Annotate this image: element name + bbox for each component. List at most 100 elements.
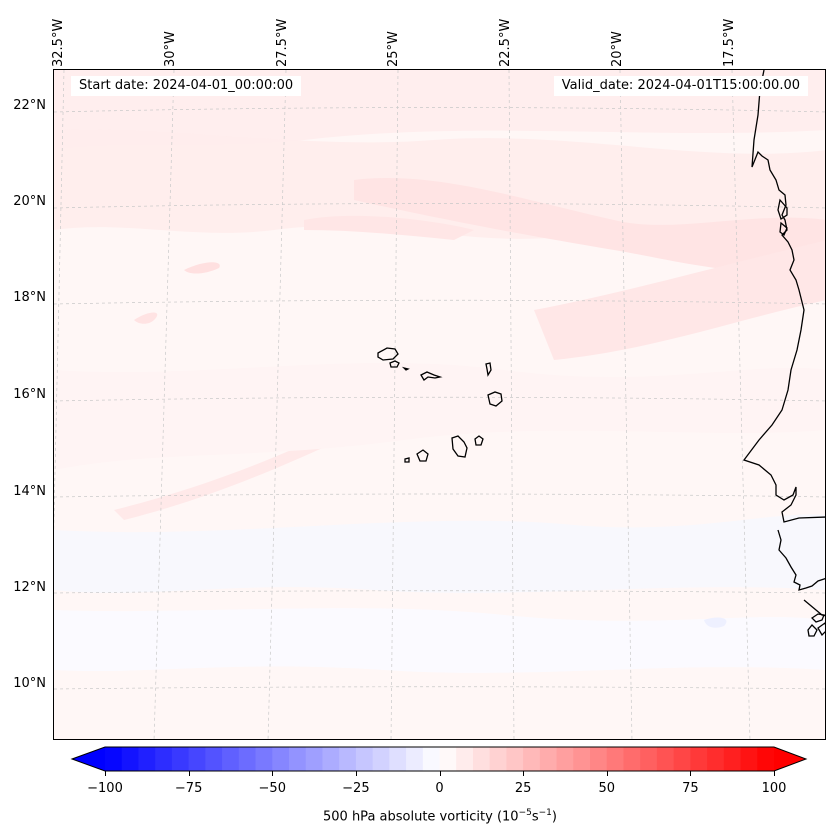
colorbar-label-unit: s bbox=[531, 809, 539, 825]
colorbar-cell bbox=[272, 747, 290, 771]
colorbar-cell bbox=[422, 747, 440, 771]
lon-label-32-5w: 32.5°W bbox=[51, 18, 66, 67]
colorbar-cell bbox=[539, 747, 558, 771]
colorbar-cell bbox=[640, 747, 658, 771]
cabo-verde-islands bbox=[377, 347, 503, 463]
colorbar-cell bbox=[406, 747, 424, 771]
valid-date-label: Valid_date: 2024-04-01T15:00:00.00 bbox=[553, 76, 808, 96]
colorbar-cell bbox=[740, 747, 758, 771]
colorbar-cell bbox=[288, 747, 307, 771]
vorticity-map bbox=[53, 69, 826, 740]
colorbar-cell bbox=[573, 747, 591, 771]
colorbar-cell bbox=[355, 747, 374, 771]
colorbar-tick-label: −100 bbox=[87, 781, 123, 796]
colorbar-label-exp1: −5 bbox=[518, 808, 532, 818]
colorbar-cell bbox=[105, 747, 123, 771]
santa-luzia-island bbox=[401, 366, 410, 371]
colorbar-cell bbox=[690, 747, 708, 771]
santo-antao-island bbox=[377, 347, 399, 361]
lat-label-22n: 22°N bbox=[13, 98, 46, 113]
colorbar-tick-label: −50 bbox=[258, 781, 286, 796]
colorbar-cell bbox=[707, 747, 725, 771]
colorbar-cell bbox=[673, 747, 691, 771]
vorticity-field bbox=[54, 70, 825, 673]
colorbar-cell bbox=[238, 747, 257, 771]
colorbar bbox=[70, 746, 808, 772]
colorbar-tick-label: 75 bbox=[682, 781, 699, 796]
colorbar-cell bbox=[456, 747, 474, 771]
lon-label-30w: 30°W bbox=[163, 31, 178, 67]
colorbar-cell bbox=[121, 747, 139, 771]
lat-label-14n: 14°N bbox=[13, 484, 46, 499]
colorbar-tick-label: 50 bbox=[598, 781, 616, 796]
colorbar-cell bbox=[606, 747, 624, 771]
brava-island bbox=[404, 457, 410, 463]
colorbar-cell bbox=[205, 747, 223, 771]
colorbar-cell bbox=[188, 747, 206, 771]
colorbar-label-exp2: −1 bbox=[538, 808, 552, 818]
colorbar-cell bbox=[155, 747, 173, 771]
start-date-label: Start date: 2024-04-01_00:00:00 bbox=[71, 76, 302, 96]
colorbar-cell bbox=[339, 747, 357, 771]
santiago-island bbox=[451, 435, 468, 458]
colorbar-cell bbox=[305, 747, 323, 771]
colorbar-cell bbox=[222, 747, 240, 771]
colorbar-tick-label: 25 bbox=[514, 781, 532, 796]
colorbar-tickmark bbox=[355, 771, 357, 776]
colorbar-cell bbox=[322, 747, 340, 771]
west-africa-coastline bbox=[742, 70, 825, 637]
colorbar-cell bbox=[472, 747, 491, 771]
colorbar-tickmark bbox=[523, 771, 525, 776]
colorbar-cell bbox=[439, 747, 457, 771]
colorbar-cell bbox=[556, 747, 574, 771]
colorbar-cells bbox=[72, 747, 806, 771]
map-canvas bbox=[54, 70, 825, 739]
lon-label-20w: 20°W bbox=[610, 31, 625, 67]
lat-label-10n: 10°N bbox=[13, 676, 46, 691]
colorbar-tickmark bbox=[606, 771, 608, 776]
colorbar-cell bbox=[138, 747, 156, 771]
lat-label-16n: 16°N bbox=[13, 387, 46, 402]
colorbar-cell bbox=[656, 747, 675, 771]
colorbar-tick-label: −75 bbox=[174, 781, 203, 796]
colorbar-tick-label: −25 bbox=[342, 781, 370, 796]
colorbar-label-text: 500 hPa absolute vorticity (10 bbox=[323, 809, 519, 825]
lon-label-25w: 25°W bbox=[386, 31, 401, 67]
colorbar-cell bbox=[623, 747, 641, 771]
sao-vicente-island bbox=[389, 360, 400, 368]
colorbar-cell bbox=[506, 747, 524, 771]
maio-island bbox=[474, 435, 484, 446]
colorbar-cell bbox=[757, 747, 775, 771]
colorbar-cell bbox=[590, 747, 608, 771]
colorbar-cell bbox=[723, 747, 742, 771]
colorbar-tick-label: 100 bbox=[761, 781, 787, 796]
fogo-island bbox=[416, 449, 429, 462]
colorbar-tickmark bbox=[774, 771, 775, 776]
boa-vista-island bbox=[487, 391, 503, 407]
gridlines bbox=[54, 70, 825, 739]
sao-nicolau-island bbox=[420, 371, 443, 381]
lon-label-17-5w: 17.5°W bbox=[722, 18, 737, 67]
colorbar-label-end: ) bbox=[551, 809, 557, 825]
colorbar-label: 500 hPa absolute vorticity (10−5s−1) bbox=[0, 808, 837, 824]
colorbar-tickmark bbox=[690, 771, 692, 776]
colorbar-cell bbox=[389, 747, 407, 771]
lat-label-20n: 20°N bbox=[13, 194, 46, 209]
lon-label-27-5w: 27.5°W bbox=[275, 18, 290, 67]
lat-label-12n: 12°N bbox=[13, 580, 46, 595]
colorbar-extend-max bbox=[774, 747, 806, 771]
sal-island bbox=[485, 362, 492, 377]
colorbar-tickmark bbox=[439, 771, 441, 776]
colorbar-extend-min bbox=[72, 747, 105, 771]
lat-label-18n: 18°N bbox=[13, 290, 46, 305]
colorbar-tickmark bbox=[188, 771, 190, 776]
colorbar-cell bbox=[171, 747, 190, 771]
colorbar-tick-label: 0 bbox=[435, 781, 444, 796]
colorbar-cell bbox=[523, 747, 541, 771]
colorbar-tickmark bbox=[272, 771, 274, 776]
colorbar-cell bbox=[255, 747, 273, 771]
colorbar-cell bbox=[489, 747, 507, 771]
colorbar-tickmark bbox=[105, 771, 106, 776]
colorbar-cell bbox=[372, 747, 390, 771]
lon-label-22-5w: 22.5°W bbox=[498, 18, 513, 67]
